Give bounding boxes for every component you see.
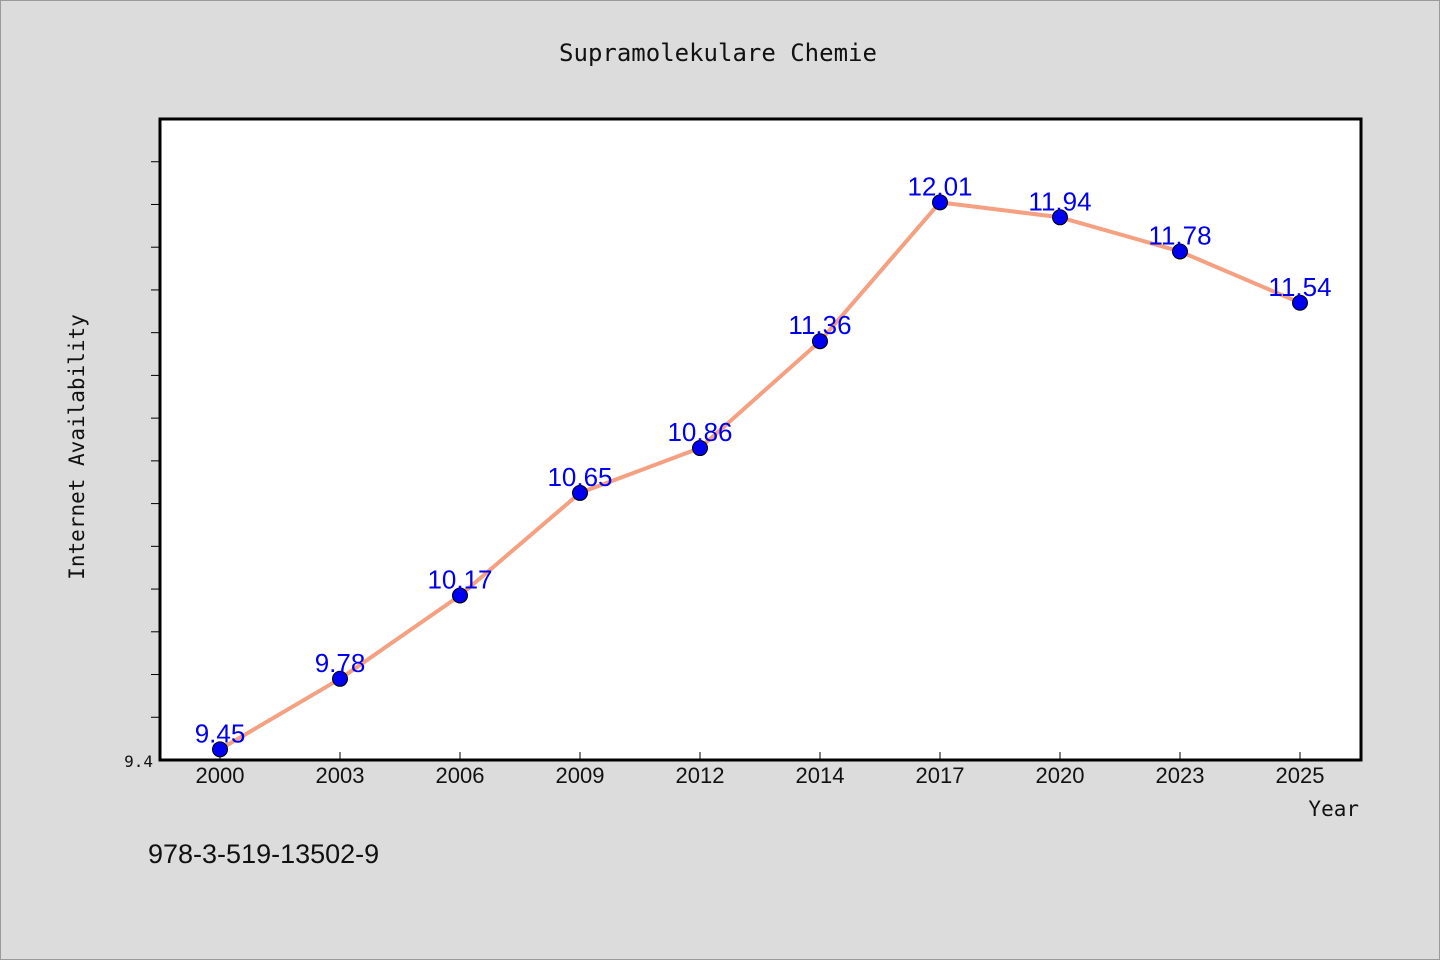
x-tick-label: 2017 (916, 763, 965, 788)
x-tick-label: 2014 (796, 763, 845, 788)
x-axis-title: Year (1308, 797, 1359, 821)
data-point (452, 587, 468, 604)
plot-border (158, 117, 1363, 762)
chart-title: Supramolekulare Chemie (559, 39, 877, 67)
data-label: 11.78 (1148, 220, 1211, 250)
data-points (212, 194, 1308, 758)
x-tick-label: 2012 (676, 763, 725, 788)
data-label: 9.78 (315, 648, 366, 678)
data-label: 11.94 (1028, 186, 1091, 216)
data-point (572, 484, 588, 501)
x-tick-label: 2003 (316, 763, 365, 788)
data-point (1172, 243, 1188, 260)
x-tick-label: 2006 (436, 763, 485, 788)
data-label: 11.54 (1268, 272, 1331, 302)
data-label: 10.17 (427, 564, 492, 594)
data-point (1052, 209, 1068, 226)
data-label: 9.45 (195, 718, 246, 748)
x-tick-label: 2009 (556, 763, 605, 788)
data-point (212, 741, 228, 758)
data-point (932, 194, 948, 211)
data-label: 10.86 (667, 417, 732, 447)
y-axis-title: Internet Availability (65, 314, 89, 580)
series-line (218, 200, 1302, 752)
series-line-group (218, 200, 1302, 752)
data-label: 11.36 (788, 310, 851, 340)
x-axis-ticks: 2000 2003 2006 2009 2012 2014 2017 2020 2023 2025 (196, 752, 1325, 788)
data-point (812, 333, 828, 350)
isbn-text: 978-3-519-13502-9 (148, 839, 379, 869)
x-tick-label: 2025 (1276, 763, 1325, 788)
data-labels: 9.45 9.78 10.17 10.65 10.86 11.36 12.01 11.94 11… (195, 171, 1332, 748)
data-point (1292, 294, 1308, 311)
plot-area (160, 119, 1361, 760)
y-tick-label: 9.4 (124, 752, 153, 771)
data-label: 12.01 (907, 171, 972, 201)
data-label: 10.65 (547, 462, 612, 492)
data-point (332, 670, 348, 687)
x-tick-label: 2020 (1036, 763, 1085, 788)
x-tick-label: 2023 (1156, 763, 1205, 788)
x-tick-label: 2000 (196, 763, 245, 788)
data-point (692, 440, 708, 457)
